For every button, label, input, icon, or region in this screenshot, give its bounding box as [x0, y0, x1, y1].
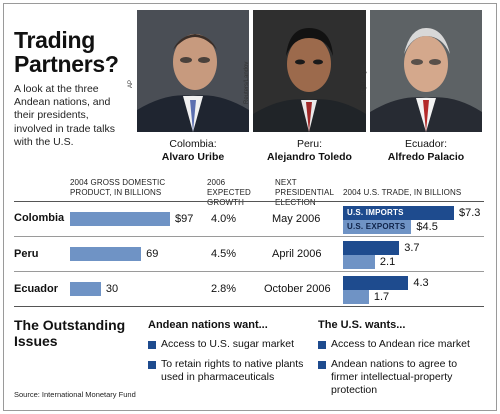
caption-colombia: Colombia: Alvaro Uribe: [137, 138, 249, 164]
caption-president: Alejandro Toledo: [267, 151, 352, 163]
photo-credit-toledo: Reuters/Landov: [244, 61, 250, 104]
growth-ecuador: 2.8%: [211, 283, 237, 295]
caption-country: Peru:: [296, 138, 323, 150]
imports-bar-ecuador: [343, 276, 409, 290]
imports-bar-colombia: [343, 206, 454, 220]
exports-bar-peru: [343, 255, 375, 269]
growth-peru: 4.5%: [211, 248, 237, 260]
photo-toledo: [253, 10, 366, 132]
imports-value-peru: 3.7: [404, 242, 420, 254]
row-label-peru: Peru: [14, 248, 39, 260]
column-header-growth: 2006 EXPECTED GROWTH: [207, 178, 251, 207]
photo-palacio: [370, 10, 482, 132]
photo-credit-uribe: AP: [128, 79, 134, 88]
us-wants-title: The U.S. wants...: [318, 319, 406, 331]
election-colombia: May 2006: [272, 213, 321, 225]
intro-text: A look at the three Andean nations, and …: [14, 83, 115, 148]
photo-credit-palacio: Getty Images: [361, 64, 367, 100]
column-header-election: NEXT PRESIDENTIAL ELECTION: [275, 178, 334, 207]
growth-colombia: 4.0%: [211, 213, 237, 225]
column-header-trade: 2004 U.S. TRADE, IN BILLIONS: [343, 188, 462, 197]
bullet-square: [318, 361, 326, 369]
exports-value-colombia: $4.5: [416, 221, 438, 233]
caption-peru: Peru: Alejandro Toledo: [253, 138, 366, 164]
andean-wants-title: Andean nations want...: [148, 319, 268, 331]
andean-want-item: Access to U.S. sugar market: [161, 338, 295, 350]
bullet-square: [148, 361, 156, 369]
column-header-gdp: 2004 GROSS DOMESTIC PRODUCT, IN BILLIONS: [70, 178, 166, 197]
row-label-ecuador: Ecuador: [14, 283, 59, 295]
caption-country: Colombia:: [169, 138, 217, 150]
exports-label: U.S. EXPORTS: [347, 222, 406, 231]
header-rule: [14, 201, 484, 202]
gdp-value-colombia: $97: [175, 213, 194, 225]
andean-want-item: To retain rights to native plants used i…: [161, 358, 304, 383]
exports-value-peru: 2.1: [379, 256, 396, 268]
us-want-item: Access to Andean rice market: [331, 338, 470, 350]
gdp-bar-colombia: [70, 212, 170, 226]
us-want-item: Andean nations to agree to firmer intell…: [331, 358, 458, 396]
gdp-value-ecuador: 30: [105, 283, 119, 295]
photo-uribe: [137, 10, 249, 132]
imports-value-colombia: $7.3: [459, 207, 481, 219]
row-divider: [14, 271, 484, 272]
exports-bar-ecuador: [343, 290, 369, 304]
caption-president: Alfredo Palacio: [387, 151, 465, 163]
source-note: Source: International Monetary Fund: [14, 390, 136, 399]
gdp-bar-ecuador: [70, 282, 101, 296]
imports-value-ecuador: 4.3: [413, 277, 429, 289]
row-label-colombia: Colombia: [14, 212, 65, 224]
page-title: Trading Partners?: [14, 27, 119, 77]
imports-label: U.S. IMPORTS: [347, 208, 404, 217]
election-ecuador: October 2006: [264, 283, 331, 295]
election-peru: April 2006: [272, 248, 322, 260]
gdp-value-peru: 69: [146, 248, 159, 260]
exports-value-ecuador: 1.7: [373, 291, 390, 303]
gdp-bar-peru: [70, 247, 142, 261]
caption-president: Alvaro Uribe: [161, 151, 225, 163]
issues-title: The Outstanding Issues: [14, 317, 126, 349]
caption-ecuador: Ecuador: Alfredo Palacio: [370, 138, 482, 164]
row-divider: [14, 236, 484, 237]
exports-bar-colombia: [343, 220, 412, 234]
bullet-square: [318, 341, 326, 349]
bullet-square: [148, 341, 156, 349]
imports-bar-peru: [343, 241, 400, 255]
table-bottom-rule: [14, 306, 484, 307]
caption-country: Ecuador:: [404, 138, 448, 150]
